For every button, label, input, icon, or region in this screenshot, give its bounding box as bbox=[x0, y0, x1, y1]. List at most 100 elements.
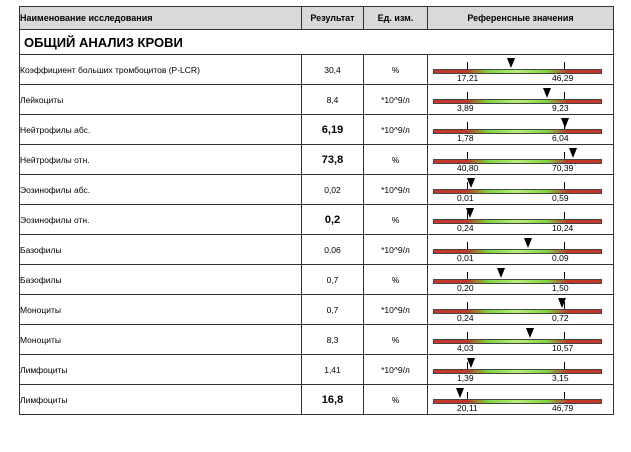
value-marker-icon bbox=[560, 118, 569, 128]
table-row: Нейтрофилы отн. 73,8% 40,80 70,39 bbox=[19, 144, 614, 175]
value-marker-icon bbox=[524, 238, 533, 248]
test-unit: *10^9/л bbox=[363, 354, 428, 385]
range-high-tick bbox=[564, 92, 565, 99]
range-low-tick bbox=[467, 152, 468, 159]
value-marker-icon bbox=[525, 328, 534, 338]
range-low-tick bbox=[467, 392, 468, 399]
value-marker-icon bbox=[455, 388, 464, 398]
test-result: 0,02 bbox=[301, 174, 364, 205]
value-marker-icon bbox=[497, 268, 506, 278]
range-low-label: 17,21 bbox=[457, 73, 479, 83]
value-marker-icon bbox=[569, 148, 578, 158]
test-name: Эозинофилы абс. bbox=[19, 174, 302, 205]
range-low-tick bbox=[467, 332, 468, 339]
reference-range: 0,20 1,50 bbox=[427, 264, 614, 295]
table-row: Эозинофилы абс. 0,02 *10^9/л 0,01 0,59 bbox=[19, 174, 614, 205]
test-name: Моноциты bbox=[19, 294, 302, 325]
range-high-label: 0,09 bbox=[552, 253, 569, 263]
header-unit: Ед. изм. bbox=[363, 6, 428, 30]
range-high-tick bbox=[564, 272, 565, 279]
range-bar bbox=[433, 399, 602, 404]
reference-range: 0,24 10,24 bbox=[427, 204, 614, 235]
header-name: Наименование исследования bbox=[19, 6, 302, 30]
reference-range: 0,01 0,09 bbox=[427, 234, 614, 265]
range-low-label: 0,24 bbox=[457, 223, 474, 233]
range-bar bbox=[433, 249, 602, 254]
section-row: ОБЩИЙ АНАЛИЗ КРОВИ bbox=[19, 29, 614, 55]
range-low-tick bbox=[467, 92, 468, 99]
test-name: Коэффициент больших тромбоцитов (P-LCR) bbox=[19, 54, 302, 85]
table-row: Эозинофилы отн. 0,2% 0,24 10,24 bbox=[19, 204, 614, 235]
range-low-tick bbox=[467, 272, 468, 279]
range-low-label: 0,01 bbox=[457, 193, 474, 203]
range-high-tick bbox=[564, 332, 565, 339]
test-name: Лейкоциты bbox=[19, 84, 302, 115]
test-name: Эозинофилы отн. bbox=[19, 204, 302, 235]
range-bar bbox=[433, 339, 602, 344]
range-low-label: 40,80 bbox=[457, 163, 479, 173]
range-high-tick bbox=[564, 182, 565, 189]
test-unit: *10^9/л bbox=[363, 174, 428, 205]
test-unit: % bbox=[363, 204, 428, 235]
range-high-label: 10,57 bbox=[552, 343, 574, 353]
test-result: 0,7 bbox=[301, 294, 364, 325]
range-bar bbox=[433, 69, 602, 74]
test-name: Лимфоциты bbox=[19, 384, 302, 415]
range-high-label: 10,24 bbox=[552, 223, 574, 233]
range-low-label: 1,78 bbox=[457, 133, 474, 143]
test-name: Нейтрофилы отн. bbox=[19, 144, 302, 175]
value-marker-icon bbox=[467, 358, 476, 368]
table-row: Лимфоциты 16,8% 20,11 46,79 bbox=[19, 384, 614, 415]
value-marker-icon bbox=[465, 208, 474, 218]
test-unit: *10^9/л bbox=[363, 234, 428, 265]
range-low-tick bbox=[467, 242, 468, 249]
test-unit: % bbox=[363, 144, 428, 175]
range-high-label: 46,79 bbox=[552, 403, 574, 413]
test-unit: % bbox=[363, 324, 428, 355]
reference-range: 3,89 9,23 bbox=[427, 84, 614, 115]
test-name: Лимфоциты bbox=[19, 354, 302, 385]
reference-range: 1,39 3,15 bbox=[427, 354, 614, 385]
range-low-label: 1,39 bbox=[457, 373, 474, 383]
range-bar bbox=[433, 279, 602, 284]
reference-range: 4,03 10,57 bbox=[427, 324, 614, 355]
test-name: Базофилы bbox=[19, 264, 302, 295]
range-low-tick bbox=[467, 302, 468, 309]
test-result: 0,06 bbox=[301, 234, 364, 265]
test-result: 30,4 bbox=[301, 54, 364, 85]
range-low-tick bbox=[467, 62, 468, 69]
test-unit: % bbox=[363, 264, 428, 295]
range-high-tick bbox=[564, 242, 565, 249]
range-bar bbox=[433, 309, 602, 314]
test-unit: % bbox=[363, 54, 428, 85]
test-result: 0,2 bbox=[301, 204, 364, 235]
test-unit: *10^9/л bbox=[363, 294, 428, 325]
range-low-label: 20,11 bbox=[457, 403, 478, 413]
test-name: Нейтрофилы абс. bbox=[19, 114, 302, 145]
reference-range: 20,11 46,79 bbox=[427, 384, 614, 415]
lab-results-table: Наименование исследования Результат Ед. … bbox=[19, 6, 614, 415]
test-unit: *10^9/л bbox=[363, 114, 428, 145]
reference-range: 17,21 46,29 bbox=[427, 54, 614, 85]
test-result: 8,4 bbox=[301, 84, 364, 115]
table-row: Лимфоциты 1,41 *10^9/л 1,39 3,15 bbox=[19, 354, 614, 385]
range-high-label: 70,39 bbox=[552, 163, 574, 173]
test-unit: % bbox=[363, 384, 428, 415]
table-row: Базофилы 0,06 *10^9/л 0,01 0,09 bbox=[19, 234, 614, 265]
reference-range: 0,24 0,72 bbox=[427, 294, 614, 325]
table-row: Коэффициент больших тромбоцитов (P-LCR) 3… bbox=[19, 54, 614, 85]
range-high-label: 46,29 bbox=[552, 73, 574, 83]
table-row: Моноциты 0,7 *10^9/л 0,24 0,72 bbox=[19, 294, 614, 325]
section-title: ОБЩИЙ АНАЛИЗ КРОВИ bbox=[19, 29, 614, 55]
range-low-label: 4,03 bbox=[457, 343, 474, 353]
range-high-label: 0,59 bbox=[552, 193, 569, 203]
range-high-label: 6,04 bbox=[552, 133, 569, 143]
range-high-tick bbox=[564, 212, 565, 219]
range-low-label: 0,20 bbox=[457, 283, 474, 293]
reference-range: 1,78 6,04 bbox=[427, 114, 614, 145]
value-marker-icon bbox=[507, 58, 516, 68]
header-reference: Референсные значения bbox=[427, 6, 614, 30]
range-bar bbox=[433, 159, 602, 164]
test-name: Базофилы bbox=[19, 234, 302, 265]
range-high-tick bbox=[564, 392, 565, 399]
